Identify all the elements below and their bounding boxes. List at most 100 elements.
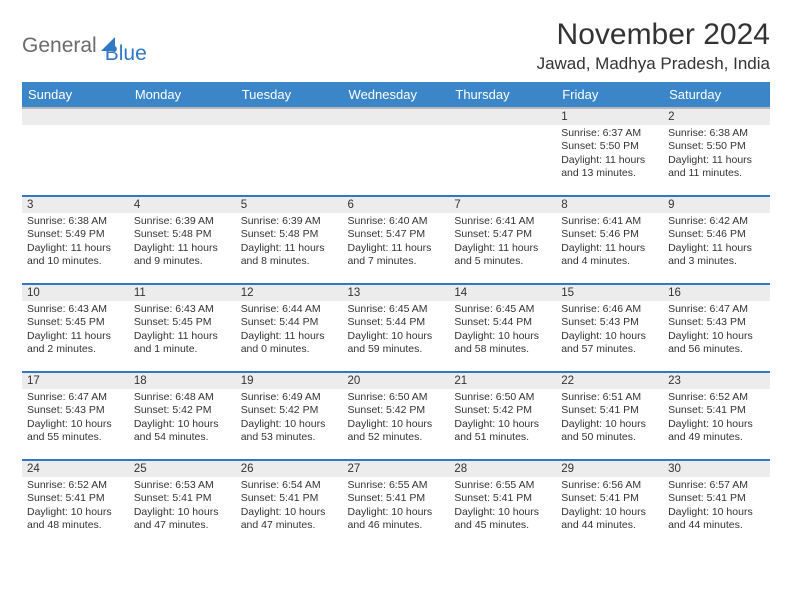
sunset-text: Sunset: 5:45 PM (134, 316, 231, 329)
daylight-text: Daylight: 11 hours and 0 minutes. (241, 330, 338, 357)
sunrise-text: Sunrise: 6:50 AM (348, 391, 445, 404)
calendar-cell: 20Sunrise: 6:50 AMSunset: 5:42 PMDayligh… (343, 372, 450, 460)
daylight-text: Daylight: 11 hours and 4 minutes. (561, 242, 658, 269)
calendar-cell: 23Sunrise: 6:52 AMSunset: 5:41 PMDayligh… (663, 372, 770, 460)
sunrise-text: Sunrise: 6:48 AM (134, 391, 231, 404)
day-number: 19 (236, 373, 343, 389)
calendar-cell: 22Sunrise: 6:51 AMSunset: 5:41 PMDayligh… (556, 372, 663, 460)
day-details: Sunrise: 6:48 AMSunset: 5:42 PMDaylight:… (129, 389, 236, 448)
col-monday: Monday (129, 82, 236, 108)
daylight-text: Daylight: 11 hours and 8 minutes. (241, 242, 338, 269)
sunrise-text: Sunrise: 6:51 AM (561, 391, 658, 404)
daylight-text: Daylight: 11 hours and 11 minutes. (668, 154, 765, 181)
daylight-text: Daylight: 10 hours and 45 minutes. (454, 506, 551, 533)
col-tuesday: Tuesday (236, 82, 343, 108)
calendar-cell: 14Sunrise: 6:45 AMSunset: 5:44 PMDayligh… (449, 284, 556, 372)
daylight-text: Daylight: 10 hours and 47 minutes. (241, 506, 338, 533)
day-number: 11 (129, 285, 236, 301)
calendar-cell: 18Sunrise: 6:48 AMSunset: 5:42 PMDayligh… (129, 372, 236, 460)
day-number: 24 (22, 461, 129, 477)
calendar-cell: 7Sunrise: 6:41 AMSunset: 5:47 PMDaylight… (449, 196, 556, 284)
day-number: 4 (129, 197, 236, 213)
day-details: Sunrise: 6:55 AMSunset: 5:41 PMDaylight:… (343, 477, 450, 536)
header-row: General Blue November 2024 Jawad, Madhya… (22, 18, 770, 74)
calendar-week-row: 10Sunrise: 6:43 AMSunset: 5:45 PMDayligh… (22, 284, 770, 372)
logo-text-2: Blue (105, 26, 147, 66)
day-number: 7 (449, 197, 556, 213)
day-number: 27 (343, 461, 450, 477)
sunrise-text: Sunrise: 6:42 AM (668, 215, 765, 228)
calendar-week-row: 3Sunrise: 6:38 AMSunset: 5:49 PMDaylight… (22, 196, 770, 284)
sunset-text: Sunset: 5:41 PM (561, 492, 658, 505)
daylight-text: Daylight: 11 hours and 9 minutes. (134, 242, 231, 269)
day-number: 2 (663, 109, 770, 125)
col-saturday: Saturday (663, 82, 770, 108)
daylight-text: Daylight: 11 hours and 13 minutes. (561, 154, 658, 181)
logo-text-1: General (22, 34, 97, 58)
day-details: Sunrise: 6:38 AMSunset: 5:50 PMDaylight:… (663, 125, 770, 184)
sunrise-text: Sunrise: 6:47 AM (27, 391, 124, 404)
day-number-bar (22, 109, 129, 125)
day-number: 8 (556, 197, 663, 213)
calendar-cell: 2Sunrise: 6:38 AMSunset: 5:50 PMDaylight… (663, 108, 770, 196)
day-number: 29 (556, 461, 663, 477)
col-thursday: Thursday (449, 82, 556, 108)
day-details: Sunrise: 6:37 AMSunset: 5:50 PMDaylight:… (556, 125, 663, 184)
daylight-text: Daylight: 10 hours and 59 minutes. (348, 330, 445, 357)
calendar-cell: 15Sunrise: 6:46 AMSunset: 5:43 PMDayligh… (556, 284, 663, 372)
day-details: Sunrise: 6:52 AMSunset: 5:41 PMDaylight:… (663, 389, 770, 448)
daylight-text: Daylight: 10 hours and 55 minutes. (27, 418, 124, 445)
day-number: 30 (663, 461, 770, 477)
calendar-cell: 3Sunrise: 6:38 AMSunset: 5:49 PMDaylight… (22, 196, 129, 284)
daylight-text: Daylight: 10 hours and 48 minutes. (27, 506, 124, 533)
calendar-cell: 9Sunrise: 6:42 AMSunset: 5:46 PMDaylight… (663, 196, 770, 284)
calendar-cell: 24Sunrise: 6:52 AMSunset: 5:41 PMDayligh… (22, 460, 129, 548)
sunset-text: Sunset: 5:41 PM (27, 492, 124, 505)
sunset-text: Sunset: 5:47 PM (454, 228, 551, 241)
day-details: Sunrise: 6:55 AMSunset: 5:41 PMDaylight:… (449, 477, 556, 536)
calendar-page: General Blue November 2024 Jawad, Madhya… (0, 0, 792, 548)
sunrise-text: Sunrise: 6:41 AM (454, 215, 551, 228)
sunset-text: Sunset: 5:50 PM (668, 140, 765, 153)
sunset-text: Sunset: 5:47 PM (348, 228, 445, 241)
daylight-text: Daylight: 11 hours and 2 minutes. (27, 330, 124, 357)
daylight-text: Daylight: 11 hours and 7 minutes. (348, 242, 445, 269)
logo: General Blue (22, 18, 147, 66)
calendar-cell (449, 108, 556, 196)
day-number: 12 (236, 285, 343, 301)
day-details: Sunrise: 6:40 AMSunset: 5:47 PMDaylight:… (343, 213, 450, 272)
day-number: 3 (22, 197, 129, 213)
title-block: November 2024 Jawad, Madhya Pradesh, Ind… (537, 18, 770, 74)
day-details: Sunrise: 6:46 AMSunset: 5:43 PMDaylight:… (556, 301, 663, 360)
day-number: 22 (556, 373, 663, 389)
calendar-cell: 5Sunrise: 6:39 AMSunset: 5:48 PMDaylight… (236, 196, 343, 284)
calendar-cell: 8Sunrise: 6:41 AMSunset: 5:46 PMDaylight… (556, 196, 663, 284)
sunset-text: Sunset: 5:41 PM (454, 492, 551, 505)
day-details: Sunrise: 6:49 AMSunset: 5:42 PMDaylight:… (236, 389, 343, 448)
sunrise-text: Sunrise: 6:44 AM (241, 303, 338, 316)
daylight-text: Daylight: 10 hours and 57 minutes. (561, 330, 658, 357)
sunset-text: Sunset: 5:43 PM (27, 404, 124, 417)
sunrise-text: Sunrise: 6:52 AM (27, 479, 124, 492)
day-details: Sunrise: 6:51 AMSunset: 5:41 PMDaylight:… (556, 389, 663, 448)
day-details: Sunrise: 6:47 AMSunset: 5:43 PMDaylight:… (663, 301, 770, 360)
sunset-text: Sunset: 5:44 PM (241, 316, 338, 329)
day-details: Sunrise: 6:39 AMSunset: 5:48 PMDaylight:… (129, 213, 236, 272)
sunrise-text: Sunrise: 6:55 AM (348, 479, 445, 492)
sunrise-text: Sunrise: 6:46 AM (561, 303, 658, 316)
calendar-cell: 19Sunrise: 6:49 AMSunset: 5:42 PMDayligh… (236, 372, 343, 460)
calendar-cell: 16Sunrise: 6:47 AMSunset: 5:43 PMDayligh… (663, 284, 770, 372)
calendar-cell: 21Sunrise: 6:50 AMSunset: 5:42 PMDayligh… (449, 372, 556, 460)
sunrise-text: Sunrise: 6:53 AM (134, 479, 231, 492)
day-number: 25 (129, 461, 236, 477)
sunset-text: Sunset: 5:41 PM (561, 404, 658, 417)
calendar-cell (236, 108, 343, 196)
day-details: Sunrise: 6:47 AMSunset: 5:43 PMDaylight:… (22, 389, 129, 448)
daylight-text: Daylight: 10 hours and 52 minutes. (348, 418, 445, 445)
daylight-text: Daylight: 10 hours and 46 minutes. (348, 506, 445, 533)
day-details: Sunrise: 6:52 AMSunset: 5:41 PMDaylight:… (22, 477, 129, 536)
sunrise-text: Sunrise: 6:37 AM (561, 127, 658, 140)
sunset-text: Sunset: 5:42 PM (241, 404, 338, 417)
day-number: 14 (449, 285, 556, 301)
day-details: Sunrise: 6:41 AMSunset: 5:47 PMDaylight:… (449, 213, 556, 272)
